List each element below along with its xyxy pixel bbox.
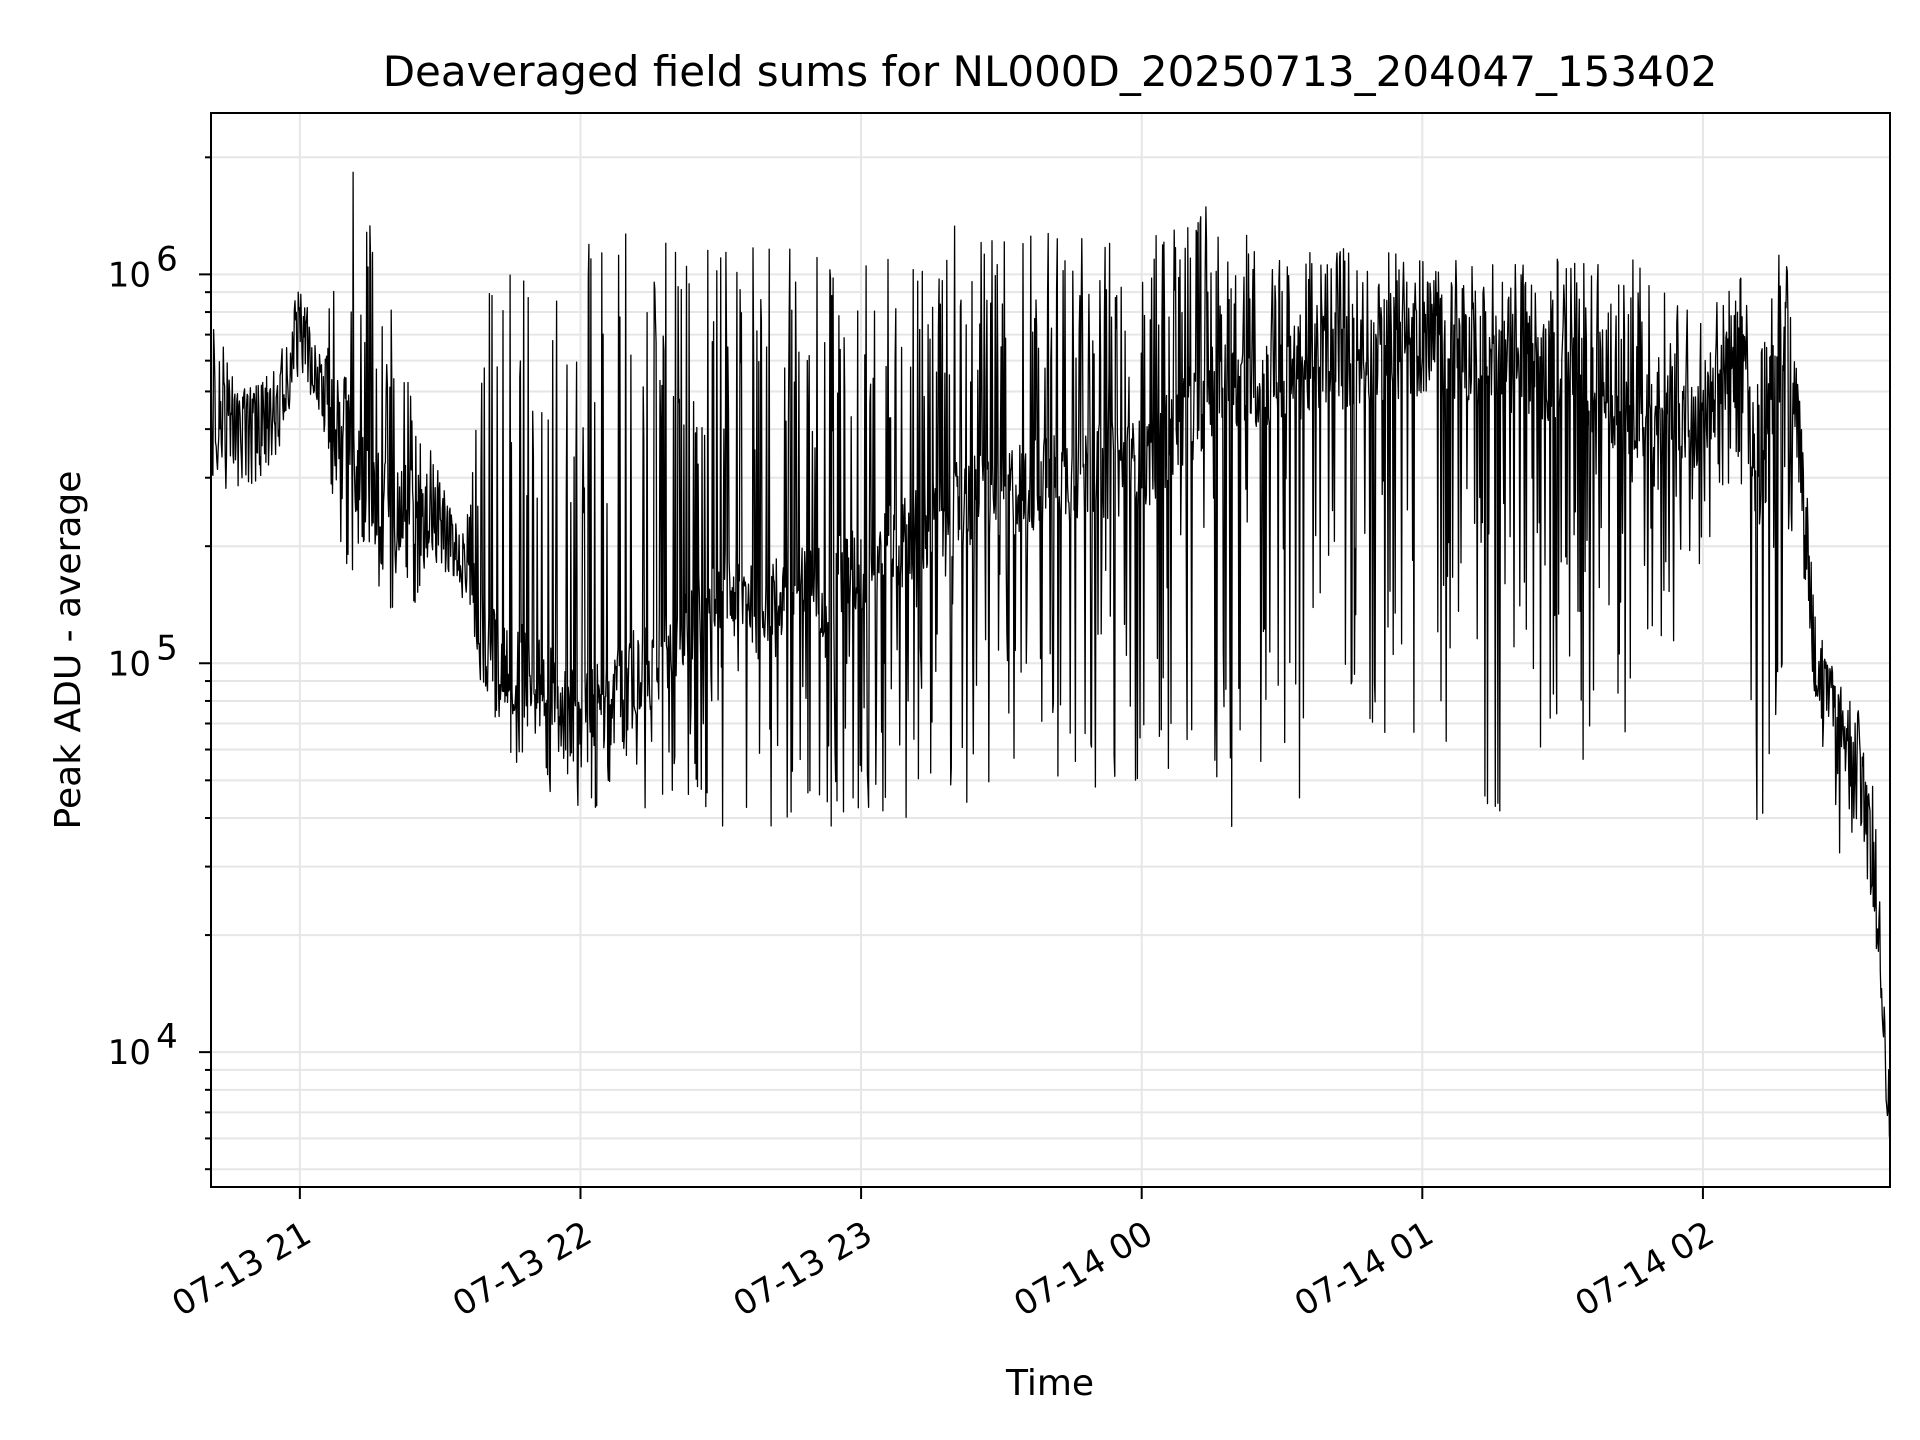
x-tick-label: 07-14 02 <box>1569 1214 1721 1325</box>
y-axis-label: Peak ADU - average <box>48 471 89 830</box>
y-tick-exponent: 5 <box>156 628 178 668</box>
x-tick-label: 07-13 21 <box>166 1214 318 1325</box>
y-tick-exponent: 6 <box>156 239 178 279</box>
series-line <box>210 171 1891 1138</box>
series-line-layer <box>210 171 1891 1138</box>
plot-frame <box>210 112 1891 1188</box>
x-tick-label: 07-13 23 <box>727 1214 879 1325</box>
chart-title: Deaveraged field sums for NL000D_2025071… <box>383 47 1718 96</box>
y-tick-label: 10 <box>108 644 151 684</box>
y-tick-exponent: 4 <box>156 1017 178 1057</box>
tick-layer: 07-13 21 07-13 22 07-13 23 07-14 00 07-14 01… <box>108 156 1721 1325</box>
y-tick-label: 10 <box>108 1033 151 1073</box>
x-tick-label: 07-14 00 <box>1007 1214 1159 1325</box>
x-tick-label: 07-13 22 <box>446 1214 598 1325</box>
y-tick-label: 10 <box>108 255 151 295</box>
x-axis-label: Time <box>1005 1363 1094 1404</box>
x-tick-label: 07-14 01 <box>1288 1214 1440 1325</box>
